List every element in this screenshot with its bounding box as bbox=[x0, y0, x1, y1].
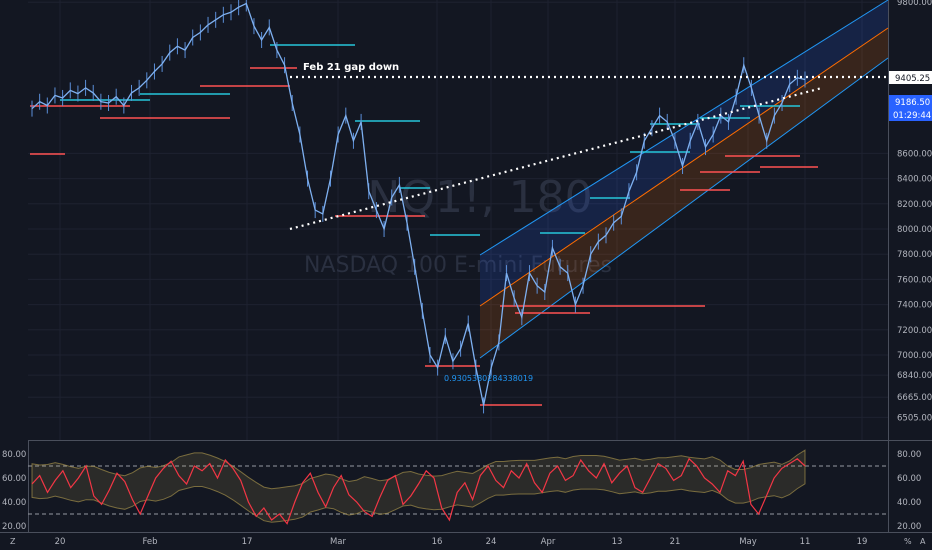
rsi-right-tick-40: 40.00 bbox=[897, 498, 921, 508]
price-tick-6505: 6505.00 bbox=[897, 413, 932, 423]
price-axis[interactable]: 10200.009800.008600.008400.008200.008000… bbox=[897, 0, 932, 423]
channel-lower-line bbox=[479, 57, 889, 359]
rsi-right-tick-80: 80.00 bbox=[897, 450, 921, 460]
price-tick-8400: 8400.00 bbox=[897, 175, 932, 185]
price-tick-7600: 7600.00 bbox=[897, 275, 932, 285]
channel-mid-line bbox=[479, 27, 889, 307]
time-tick-Feb: Feb bbox=[142, 537, 157, 547]
log-button[interactable]: % bbox=[904, 537, 912, 546]
time-tick-May: May bbox=[739, 537, 757, 547]
time-tick-19: 19 bbox=[857, 537, 868, 547]
rsi-pane[interactable] bbox=[28, 449, 888, 525]
time-tick-24: 24 bbox=[486, 537, 497, 547]
price-tick-9800: 9800.00 bbox=[897, 0, 932, 8]
candles bbox=[31, 0, 806, 414]
price-tick-6665: 6665.00 bbox=[897, 393, 932, 403]
auto-button[interactable]: A bbox=[920, 537, 926, 546]
rsi-right-tick-20: 20.00 bbox=[897, 522, 921, 532]
rsi-left-tick-40: 40.00 bbox=[2, 498, 26, 508]
rsi-left-tick-20: 20.00 bbox=[2, 522, 26, 532]
fib-label: 0.9305380284338019 bbox=[444, 374, 533, 383]
price-tick-6840: 6840.00 bbox=[897, 371, 932, 381]
channel-lower-fill bbox=[480, 28, 888, 358]
rsi-right-tick-60: 60.00 bbox=[897, 474, 921, 484]
price-tick-8600: 8600.00 bbox=[897, 149, 932, 159]
trend-line[interactable] bbox=[289, 86, 823, 231]
price-tick-7200: 7200.00 bbox=[897, 326, 932, 336]
time-tick-13: 13 bbox=[612, 537, 623, 547]
price-tick-8200: 8200.00 bbox=[897, 200, 932, 210]
time-tick-20: 20 bbox=[55, 537, 66, 547]
price-tick-7400: 7400.00 bbox=[897, 301, 932, 311]
time-tick-11: 11 bbox=[800, 537, 811, 547]
price-line bbox=[31, 2, 806, 406]
annotation-box bbox=[297, 58, 393, 74]
time-tick-21: 21 bbox=[670, 537, 681, 547]
level-price-label-box bbox=[889, 71, 932, 84]
rsi-band bbox=[31, 449, 806, 523]
time-tick-16: 16 bbox=[432, 537, 443, 547]
rsi-left-tick-60: 60.00 bbox=[2, 474, 26, 484]
price-tick-8000: 8000.00 bbox=[897, 225, 932, 235]
channel-upper-line bbox=[479, 0, 889, 256]
time-tick-Apr: Apr bbox=[541, 537, 556, 547]
annotation-text: Feb 21 gap down bbox=[303, 62, 399, 73]
watermark-description: NASDAQ 100 E-mini Futures bbox=[304, 253, 612, 278]
last-price-label: 9186.50 bbox=[895, 98, 930, 108]
grid bbox=[28, 0, 888, 440]
level-price-label: 9405.25 bbox=[895, 74, 930, 84]
channel-upper-fill bbox=[480, 0, 888, 306]
rsi-left-tick-80: 80.00 bbox=[2, 450, 26, 460]
zoom-button[interactable]: Z bbox=[10, 537, 16, 546]
price-tick-7000: 7000.00 bbox=[897, 351, 932, 361]
time-axis[interactable]: 20 Feb 17 Mar 16 24 Apr 13 21 May 11 19 bbox=[55, 537, 868, 547]
last-price-box bbox=[889, 95, 932, 121]
price-tick-7800: 7800.00 bbox=[897, 250, 932, 260]
countdown-label: 01:29:44 bbox=[893, 111, 931, 121]
rsi-line bbox=[31, 457, 806, 525]
rsi-axis: 80.00 80.00 60.00 60.00 40.00 40.00 20.00 20.00 bbox=[2, 450, 921, 532]
time-tick-Mar: Mar bbox=[330, 537, 347, 547]
time-tick-17: 17 bbox=[242, 537, 253, 547]
